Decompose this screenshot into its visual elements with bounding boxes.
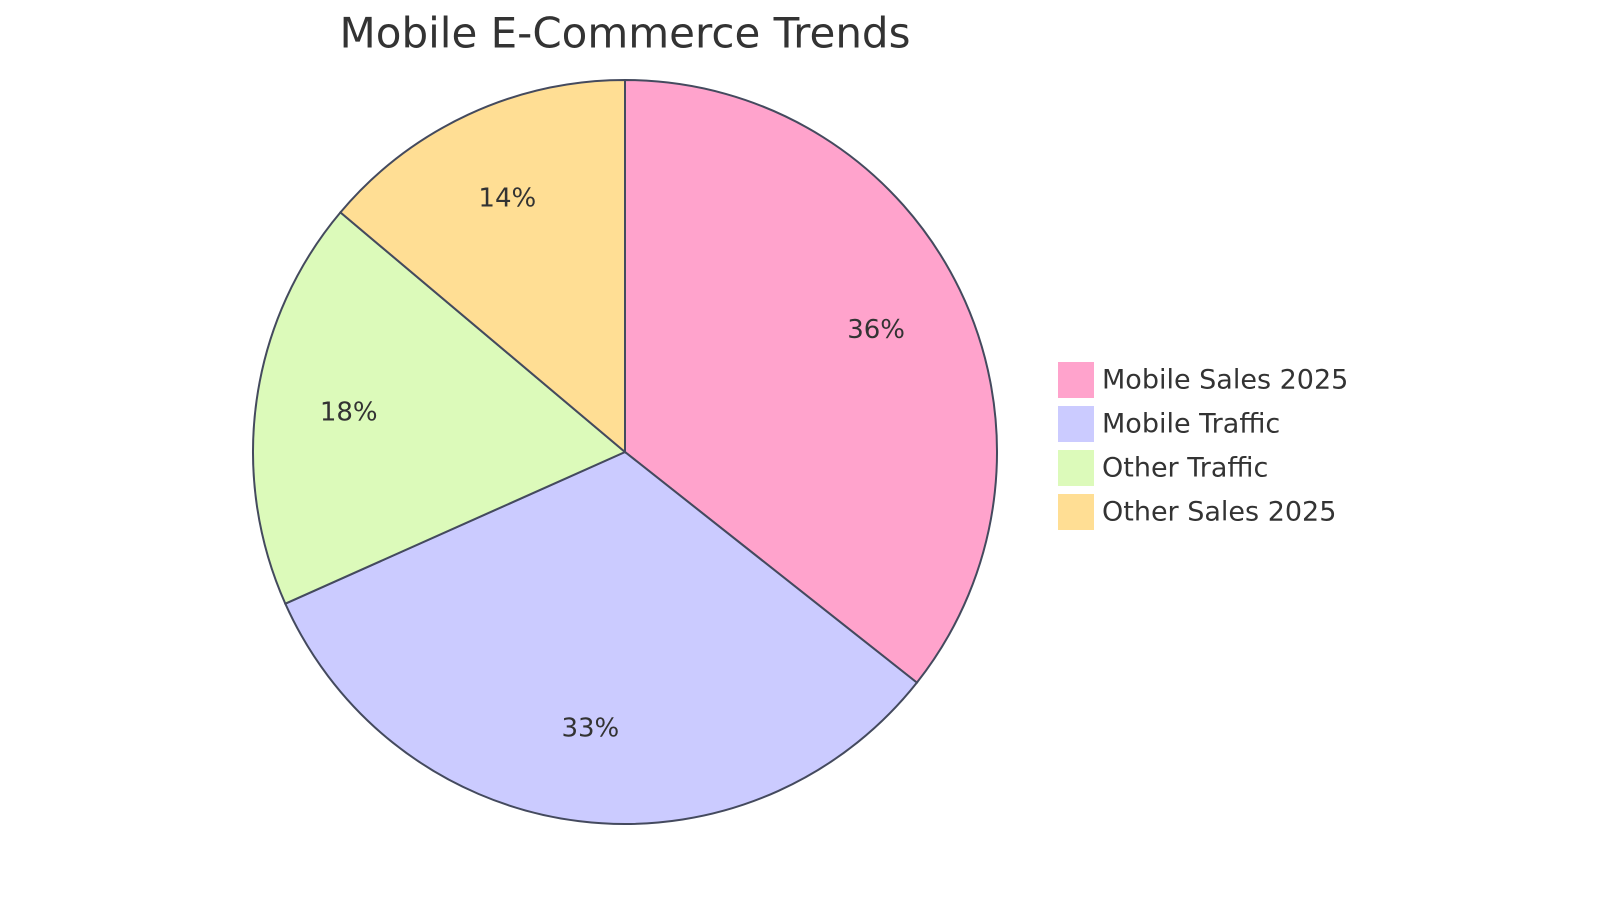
- legend-swatch: [1058, 450, 1094, 486]
- legend-swatch: [1058, 406, 1094, 442]
- data-label: 18%: [320, 398, 378, 428]
- legend-swatch: [1058, 494, 1094, 530]
- pie-slice: [283, 450, 919, 825]
- legend-swatch: [1058, 362, 1094, 398]
- pie-slice: [252, 210, 627, 605]
- pie-slice: [624, 78, 998, 685]
- chart-title: Mobile E-Commerce Trends: [340, 9, 911, 58]
- data-label: 36%: [847, 315, 905, 345]
- legend-label: Mobile Traffic: [1102, 409, 1280, 440]
- data-label: 33%: [561, 713, 619, 743]
- legend-label: Mobile Sales 2025: [1102, 365, 1348, 396]
- legend-label: Other Traffic: [1102, 453, 1268, 484]
- data-label: 14%: [478, 184, 536, 214]
- legend-label: Other Sales 2025: [1102, 497, 1336, 528]
- pie-slice: [339, 78, 626, 455]
